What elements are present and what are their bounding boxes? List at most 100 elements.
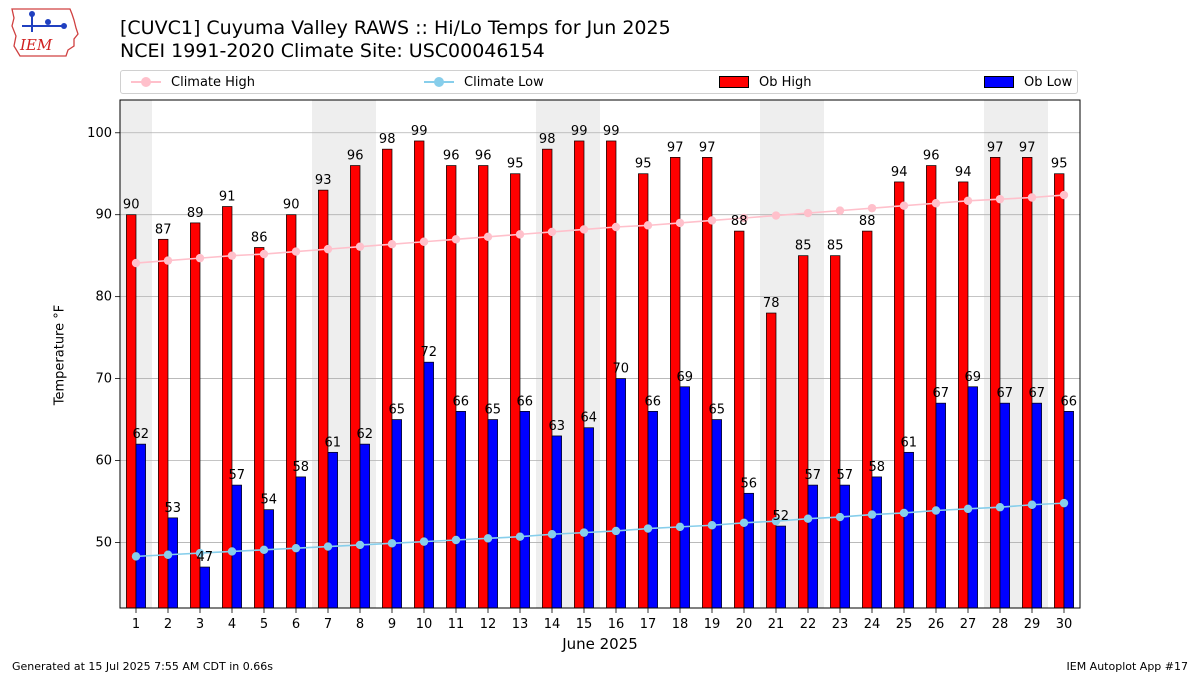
legend-item-climate-high: Climate High: [131, 71, 255, 93]
climate-high-point: [707, 216, 717, 225]
ob-high-bar: [542, 148, 553, 609]
ob-high-bar: [798, 255, 809, 609]
ob-high-value-label: 86: [251, 230, 268, 245]
ob-high-value-label: 99: [411, 124, 428, 139]
ob-high-value-label: 96: [475, 149, 492, 164]
ob-low-value-label: 62: [357, 427, 374, 442]
ob-low-value-label: 53: [165, 501, 182, 516]
x-tick-label: 23: [832, 617, 849, 632]
ob-high-value-label: 98: [539, 132, 556, 147]
ob-low-bar: [359, 443, 370, 609]
ob-high-bar: [382, 148, 393, 609]
climate-high-line: [135, 194, 1065, 264]
climate-low-point: [163, 550, 173, 559]
ob-low-bar: [167, 517, 178, 609]
ob-high-value-label: 85: [795, 239, 812, 254]
ob-low-value-label: 66: [453, 394, 470, 409]
ob-high-value-label: 95: [1051, 157, 1068, 172]
y-tick-label: 80: [95, 290, 112, 305]
climate-high-point: [163, 256, 173, 265]
x-tick-label: 16: [608, 617, 625, 632]
x-tick-label: 15: [576, 617, 593, 632]
climate-low-point: [387, 539, 397, 548]
x-tick-label: 17: [640, 617, 657, 632]
ob-low-value-label: 72: [421, 345, 438, 360]
climate-high-point: [291, 247, 301, 256]
climate-low-point: [419, 537, 429, 546]
ob-low-value-label: 65: [485, 403, 502, 418]
climate-low-point: [579, 528, 589, 537]
x-tick-label: 3: [196, 617, 204, 632]
ob-high-value-label: 96: [923, 149, 940, 164]
climate-high-point: [803, 208, 813, 218]
ob-low-value-label: 65: [709, 403, 726, 418]
legend-label: Ob High: [759, 74, 812, 90]
climate-low-point: [131, 552, 141, 561]
climate-low-point: [707, 521, 717, 530]
x-tick-label: 5: [260, 617, 268, 632]
ob-high-bar: [894, 181, 905, 609]
ob-low-bar: [295, 476, 306, 609]
ob-low-bar: [199, 566, 210, 609]
climate-high-point: [899, 201, 909, 210]
legend-label: Climate High: [171, 74, 256, 90]
ob-low-bar: [743, 492, 754, 609]
climate-high-point: [227, 251, 237, 260]
climate-low-point: [803, 514, 813, 523]
ob-low-value-label: 58: [293, 460, 310, 475]
ob-high-value-label: 95: [635, 157, 652, 172]
climate-high-point: [643, 221, 653, 230]
legend-item-climate-low: Climate Low: [424, 71, 544, 93]
ob-low-value-label: 57: [229, 468, 246, 483]
ob-low-value-label: 67: [997, 386, 1014, 401]
climate-high-point: [419, 237, 429, 246]
x-tick-label: 24: [864, 617, 881, 632]
ob-low-bar: [615, 378, 626, 609]
x-tick-label: 22: [800, 617, 817, 632]
ob-low-value-label: 57: [805, 468, 822, 483]
legend-label: Ob Low: [1024, 74, 1073, 90]
ob-low-bar: [583, 427, 594, 609]
x-tick-label: 18: [672, 617, 689, 632]
climate-low-point: [867, 510, 877, 519]
ob-high-value-label: 94: [891, 165, 908, 180]
ob-low-value-label: 70: [613, 362, 630, 377]
ob-high-value-label: 99: [603, 124, 620, 139]
ob-high-value-label: 95: [507, 157, 524, 172]
climate-low-point: [739, 518, 749, 527]
x-tick-label: 7: [324, 617, 332, 632]
ob-low-bar: [135, 443, 146, 609]
x-tick-label: 29: [1024, 617, 1041, 632]
ob-high-value-label: 90: [123, 198, 140, 213]
ob-high-value-label: 93: [315, 173, 332, 188]
ob-high-bar: [574, 140, 585, 609]
ob-low-bar: [1063, 411, 1074, 609]
climate-high-point: [547, 227, 557, 237]
ob-high-value-label: 88: [859, 214, 876, 229]
ob-high-value-label: 99: [571, 124, 588, 139]
ob-high-value-label: 97: [1019, 140, 1036, 155]
ob-low-bar: [871, 476, 882, 609]
climate-low-point: [355, 540, 365, 550]
ob-high-bar: [638, 173, 649, 609]
x-tick-label: 9: [388, 617, 396, 632]
x-tick-label: 8: [356, 617, 364, 632]
climate-low-point: [835, 512, 845, 522]
ob-high-value-label: 87: [155, 222, 172, 237]
climate-high-point: [1027, 193, 1037, 202]
ob-high-bar: [702, 157, 713, 609]
legend-swatch-ob-high: [719, 76, 749, 88]
climate-high-point: [483, 232, 493, 242]
ob-low-bar: [903, 451, 914, 609]
x-tick-label: 28: [992, 617, 1009, 632]
ob-low-bar: [935, 402, 946, 609]
x-tick-label: 2: [164, 617, 172, 632]
climate-high-point: [195, 253, 205, 263]
x-tick-label: 19: [704, 617, 721, 632]
climate-high-point: [995, 194, 1005, 204]
x-tick-label: 1: [132, 617, 140, 632]
ob-low-bar: [807, 484, 818, 609]
climate-low-point: [931, 506, 941, 515]
x-tick-label: 30: [1056, 617, 1073, 632]
climate-low-point: [515, 532, 525, 541]
